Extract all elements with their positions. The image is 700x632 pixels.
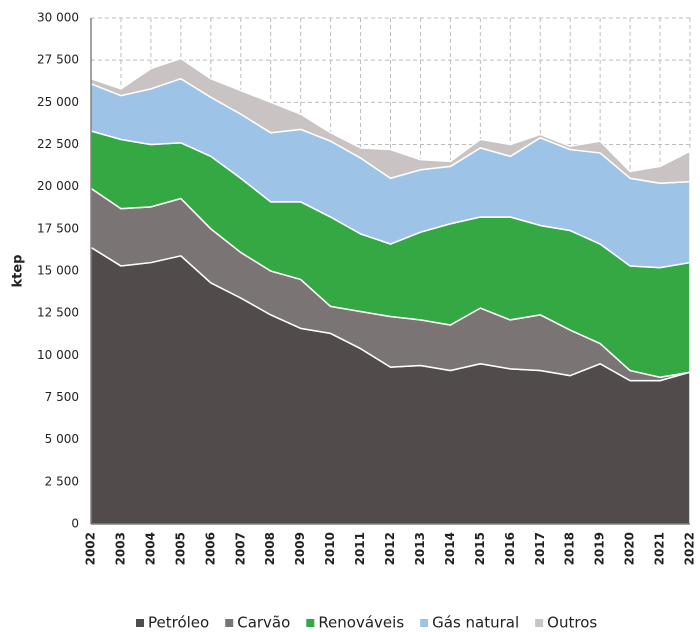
y-tick-label: 25 000 [37, 95, 79, 109]
x-tick-label: 2018 [563, 532, 577, 565]
legend-swatch [420, 619, 429, 627]
x-tick-label: 2007 [233, 532, 247, 565]
x-tick-label: 2006 [203, 532, 217, 565]
y-tick-label: 5 000 [45, 432, 79, 446]
y-tick-label: 22 500 [37, 137, 79, 151]
y-tick-label: 17 500 [37, 221, 79, 235]
y-tick-label: 20 000 [37, 179, 79, 193]
x-tick-label: 2012 [383, 532, 397, 565]
x-tick-label: 2002 [84, 532, 98, 565]
x-tick-label: 2017 [533, 532, 547, 565]
legend-label: Gás natural [432, 614, 519, 632]
legend-label: Petróleo [148, 614, 209, 632]
x-tick-label: 2011 [353, 532, 367, 565]
x-tick-label: 2022 [683, 532, 697, 565]
x-tick-label: 2003 [113, 532, 127, 565]
legend-swatch [306, 619, 315, 627]
x-tick-label: 2009 [293, 532, 307, 565]
x-tick-label: 2015 [473, 532, 487, 565]
y-axis-label: ktep [11, 255, 26, 288]
x-tick-label: 2005 [173, 532, 187, 565]
y-tick-label: 27 500 [37, 53, 79, 67]
x-tick-label: 2004 [143, 532, 157, 565]
legend-label: Outros [547, 614, 597, 632]
legend-label: Carvão [237, 614, 290, 632]
x-tick-label: 2014 [443, 532, 457, 565]
legend-label: Renováveis [318, 614, 404, 632]
area [90, 57, 691, 185]
y-tick-label: 15 000 [37, 264, 79, 278]
y-tick-label: 30 000 [37, 11, 79, 25]
x-tick-label: 2010 [323, 532, 337, 565]
x-tick-label: 2013 [413, 532, 427, 565]
x-tick-label: 2021 [653, 532, 667, 565]
legend-swatch [136, 619, 144, 627]
x-tick-label: 2008 [263, 532, 277, 565]
legend-swatch [535, 619, 544, 627]
y-tick-label: 2 500 [45, 474, 79, 488]
x-tick-label: 2016 [503, 532, 517, 565]
x-tick-label: 2019 [593, 532, 607, 565]
legend-swatch [225, 619, 234, 627]
y-tick-label: 10 000 [37, 348, 79, 362]
y-tick-label: 12 500 [37, 306, 79, 320]
x-tick-label: 2020 [623, 532, 637, 565]
y-tick-label: 0 [71, 517, 79, 531]
y-tick-label: 7 500 [45, 390, 79, 404]
